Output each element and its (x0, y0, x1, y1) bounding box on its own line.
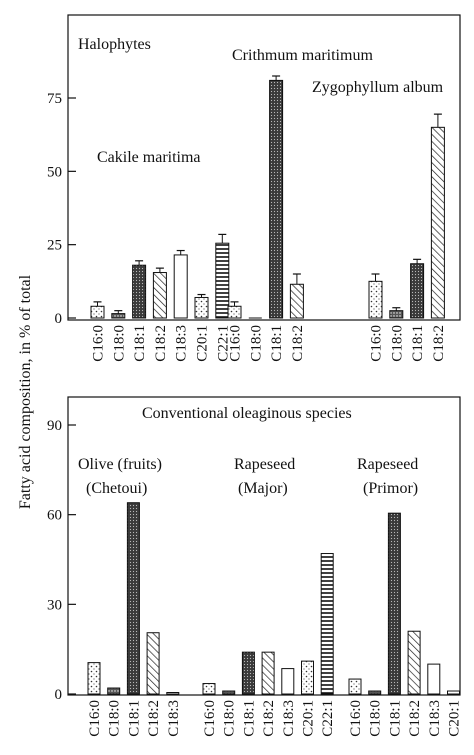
category-label: C18:0 (248, 325, 264, 362)
bar (320, 553, 334, 695)
category-label: C18:2 (146, 700, 162, 737)
bar (261, 651, 275, 695)
bar (90, 305, 105, 319)
group-label: Olive (fruits) (78, 456, 162, 473)
category-label: C18:2 (290, 325, 306, 362)
bar (410, 263, 425, 319)
category-label: C18:2 (153, 325, 169, 362)
category-label: C16:0 (228, 325, 244, 362)
bar (368, 280, 383, 319)
bar (173, 254, 188, 319)
category-label: C16:0 (91, 325, 107, 362)
category-label: C18:2 (431, 325, 447, 362)
category-label: C18:2 (261, 700, 277, 737)
bar (111, 313, 126, 319)
group-label: (Major) (238, 480, 288, 497)
category-label: C18:3 (427, 700, 443, 737)
category-label: C18:1 (269, 325, 285, 362)
bar-group: Cakile maritima C16:0 C18:0 C18:1 C18:2 C18:3… (90, 149, 231, 362)
y-tick-label: 0 (55, 687, 63, 703)
category-label: C18:3 (166, 700, 182, 737)
bar (152, 272, 167, 319)
group-label: (Chetoui) (86, 480, 147, 497)
category-label: C22:1 (320, 700, 336, 737)
bar-group: Crithmum maritimum C16:0 C18:0 C18:1 C18:2 (227, 47, 373, 362)
category-label: C18:3 (281, 700, 297, 737)
bar (222, 690, 236, 695)
category-label: C18:2 (407, 700, 423, 737)
bar (289, 283, 304, 319)
category-label: C18:0 (111, 325, 127, 362)
y-tick-label: 25 (47, 238, 62, 254)
group-label: Crithmum maritimum (232, 47, 373, 64)
bar (430, 126, 445, 319)
shared-y-axis-label: Fatty acid composition, in % of total (17, 274, 34, 509)
category-label: C16:0 (369, 325, 385, 362)
category-label: C18:3 (174, 325, 190, 362)
bar (166, 692, 180, 695)
category-label: C18:1 (410, 325, 426, 362)
bar (389, 310, 404, 319)
category-label: C22:1 (215, 325, 231, 362)
bar-group: Rapeseed (Primor) C16:0 C18:0 C18:1 C18:2 C18:… (348, 456, 463, 737)
category-label: C18:0 (368, 700, 384, 737)
y-tick-label: 60 (47, 508, 62, 524)
bar (132, 264, 147, 319)
bar-group: Zygophyllum album C16:0 C18:0 C18:1 C18:2 (312, 79, 447, 362)
y-tick-label: 75 (47, 91, 62, 107)
bar (348, 678, 362, 695)
category-label: C16:0 (202, 700, 218, 737)
bar-group: Olive (fruits)(Chetoui)C16:0 C18:0 C18:1 C1… (78, 456, 182, 737)
group-label: Rapeseed (234, 456, 295, 473)
category-label: C18:1 (387, 700, 403, 737)
chart-title: Halophytes (78, 36, 151, 53)
bar (215, 242, 230, 319)
bar (368, 690, 382, 695)
category-label: C18:1 (132, 325, 148, 362)
chart-frame (67, 14, 461, 321)
y-tick-label: 30 (47, 597, 62, 613)
category-label: C18:0 (389, 325, 405, 362)
group-label: Rapeseed (357, 456, 418, 473)
bar (447, 690, 460, 695)
bar-group: Rapeseed (Major) C16:0 C18:0 C18:1 C18:2 C18:3… (202, 456, 336, 737)
bar (107, 687, 121, 695)
bar (301, 660, 314, 695)
category-label: C20:1 (195, 325, 211, 362)
bar (427, 663, 441, 695)
bar (407, 630, 421, 695)
category-label: C20:1 (447, 700, 463, 737)
bar (387, 512, 401, 695)
group-label: Cakile maritima (97, 149, 201, 166)
chart-title: Conventional oleaginous species (142, 405, 352, 422)
category-label: C20:1 (301, 700, 317, 737)
category-label: C16:0 (87, 700, 103, 737)
y-tick-label: 90 (47, 418, 62, 434)
bar (227, 305, 242, 319)
category-label: C18:0 (222, 700, 238, 737)
group-label: (Primor) (363, 480, 418, 497)
category-label: C16:0 (348, 700, 364, 737)
bar (87, 662, 101, 695)
bar (269, 79, 284, 319)
bar (146, 632, 160, 695)
bar (194, 296, 209, 319)
bar (241, 651, 255, 695)
category-label: C18:1 (126, 700, 142, 737)
category-label: C18:0 (107, 700, 123, 737)
y-tick-label: 50 (47, 164, 62, 180)
bar (281, 668, 295, 695)
category-label: C18:1 (241, 700, 257, 737)
bar (202, 683, 216, 695)
bar (126, 502, 140, 695)
y-tick-label: 0 (55, 311, 63, 327)
chart-frame (67, 396, 461, 696)
chart-panel-2: Conventional oleaginous species 0 30 60 90 Ol… (47, 396, 463, 737)
group-label: Zygophyllum album (312, 79, 444, 96)
